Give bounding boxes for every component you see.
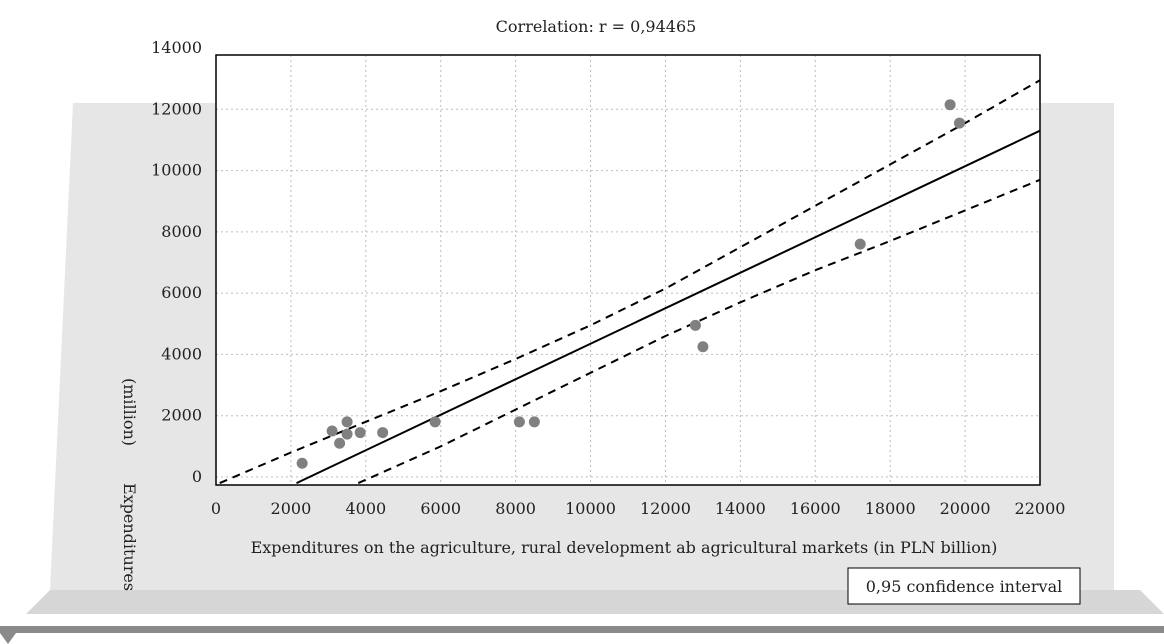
data-point	[689, 319, 701, 331]
y-tick-labels: 0 2000 4000 6000 8000 10000 12000 14000	[151, 38, 202, 486]
y-tick-label: 12000	[151, 99, 202, 118]
x-tick-label: 2000	[271, 499, 312, 518]
y-tick-label: 8000	[161, 222, 202, 241]
confidence-upper-line	[219, 79, 1041, 485]
x-tick-label: 6000	[420, 499, 461, 518]
x-tick-label: 12000	[640, 499, 691, 518]
data-point	[513, 416, 525, 428]
y-tick-label: 6000	[161, 283, 202, 302]
x-tick-label: 0	[211, 499, 221, 518]
y-tick-label: 4000	[161, 344, 202, 363]
y-axis-label-unit: (million)	[120, 378, 139, 446]
confidence-lower-line	[357, 178, 1041, 485]
plot-frame	[215, 54, 1041, 486]
data-point	[334, 437, 346, 449]
data-point	[354, 427, 366, 439]
legend-label: 0,95 confidence interval	[866, 577, 1062, 596]
floor-strip-corner	[0, 633, 16, 644]
legend: 0,95 confidence interval	[847, 567, 1081, 605]
regression-line	[296, 129, 1041, 485]
data-point	[326, 425, 338, 437]
y-tick-label: 10000	[151, 161, 202, 180]
y-tick-label: 0	[192, 467, 202, 486]
data-point	[429, 416, 441, 428]
x-tick-label: 4000	[345, 499, 386, 518]
floor-strip	[0, 626, 1164, 633]
data-point	[953, 117, 965, 129]
x-tick-label: 20000	[940, 499, 991, 518]
x-tick-label: 22000	[1015, 499, 1066, 518]
chart-title: Correlation: r = 0,94465	[496, 17, 697, 36]
x-tick-label: 14000	[715, 499, 766, 518]
data-point	[854, 238, 866, 250]
x-tick-label: 10000	[565, 499, 616, 518]
x-axis-label: Expenditures on the agriculture, rural d…	[251, 538, 998, 557]
y-tick-label: 14000	[151, 38, 202, 57]
y-tick-label: 2000	[161, 406, 202, 425]
data-point	[341, 416, 353, 428]
data-point	[944, 99, 956, 111]
data-point	[377, 427, 389, 439]
legend-box	[847, 567, 1081, 605]
y-axis-label-main: Expenditures	[120, 483, 139, 591]
data-points	[296, 99, 965, 469]
data-point	[528, 416, 540, 428]
data-point	[296, 457, 308, 469]
plot-area	[216, 55, 1040, 485]
data-point	[697, 341, 709, 353]
x-tick-label: 16000	[790, 499, 841, 518]
x-tick-labels: 0 2000 4000 6000 8000 10000 12000 14000 16000 180…	[211, 499, 1066, 518]
data-point	[341, 428, 353, 440]
x-tick-label: 18000	[865, 499, 916, 518]
x-tick-label: 8000	[495, 499, 536, 518]
curves	[219, 79, 1041, 485]
